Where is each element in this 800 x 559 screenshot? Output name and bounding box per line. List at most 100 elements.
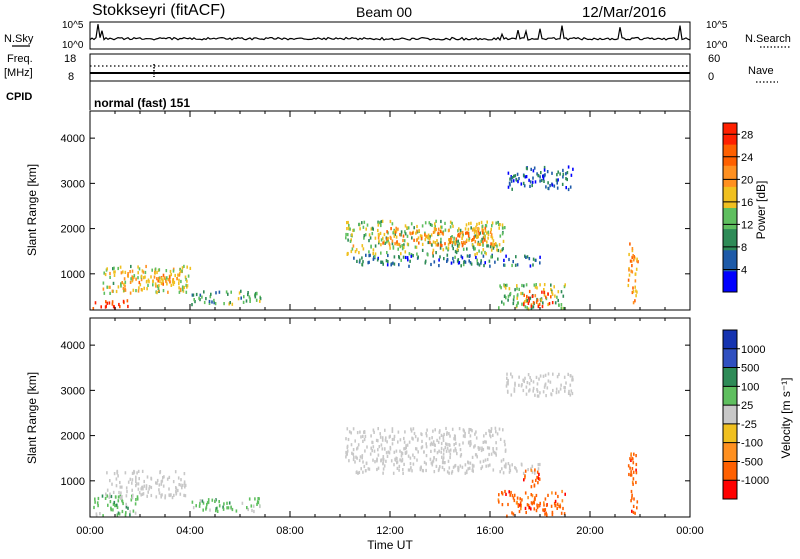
echo-cell bbox=[353, 455, 355, 459]
echo-cell bbox=[143, 484, 146, 488]
echo-cell bbox=[511, 511, 513, 515]
echo-cell bbox=[491, 244, 494, 248]
echo-cell bbox=[428, 221, 431, 225]
echo-cell bbox=[534, 393, 536, 397]
echo-cell bbox=[526, 294, 528, 299]
echo-cell bbox=[368, 233, 371, 237]
echo-cell bbox=[183, 480, 186, 484]
echo-cell bbox=[506, 514, 508, 518]
echo-cell bbox=[398, 263, 400, 267]
echo-cell bbox=[378, 233, 380, 237]
echo-cell bbox=[420, 446, 423, 450]
echo-cell bbox=[515, 467, 517, 471]
echo-cell bbox=[431, 442, 434, 446]
echo-cell bbox=[537, 481, 539, 485]
echo-cell bbox=[631, 249, 634, 253]
echo-cell bbox=[524, 376, 526, 380]
echo-cell bbox=[500, 459, 503, 463]
echo-cell bbox=[442, 435, 445, 440]
echo-region bbox=[523, 289, 554, 309]
echo-cell bbox=[562, 168, 564, 172]
echo-cell bbox=[203, 300, 206, 305]
echo-cell bbox=[371, 440, 373, 444]
colorbar-tick-label: 16 bbox=[741, 197, 753, 209]
echo-cell bbox=[137, 289, 140, 293]
echo-cell bbox=[142, 492, 145, 496]
nsky-panel: N.Sky 10^5 10^0 10^5 10^0 N.Search bbox=[4, 20, 791, 51]
echo-cell bbox=[441, 231, 444, 235]
echo-cell bbox=[202, 501, 205, 505]
colorbar-frame bbox=[722, 329, 738, 500]
echo-cell bbox=[119, 485, 122, 489]
echo-cell bbox=[442, 456, 445, 460]
echo-cell bbox=[528, 299, 530, 303]
echo-cell bbox=[501, 300, 503, 304]
echo-cell bbox=[126, 299, 129, 303]
echo-cell bbox=[114, 270, 116, 274]
echo-cell bbox=[538, 302, 541, 306]
echo-cell bbox=[474, 453, 477, 457]
echo-cell bbox=[145, 264, 147, 269]
echo-cell bbox=[101, 494, 104, 498]
echo-cell bbox=[164, 494, 167, 498]
echo-cell bbox=[505, 254, 507, 258]
echo-cell bbox=[150, 485, 153, 490]
echo-cell bbox=[347, 238, 349, 242]
echo-cell bbox=[430, 449, 432, 453]
echo-cell bbox=[345, 450, 347, 455]
echo-cell bbox=[537, 463, 540, 467]
echo-cell bbox=[467, 231, 469, 235]
echo-cell bbox=[156, 478, 159, 483]
echo-cell bbox=[370, 245, 372, 249]
echo-cell bbox=[133, 275, 135, 279]
echo-cell bbox=[566, 171, 569, 175]
echo-cell bbox=[387, 450, 390, 454]
echo-cell bbox=[452, 247, 454, 251]
echo-cell bbox=[430, 441, 433, 445]
echo-cell bbox=[398, 464, 401, 468]
echo-cell bbox=[358, 458, 361, 463]
echo-cell bbox=[497, 498, 500, 502]
echo-cell bbox=[463, 429, 465, 433]
echo-cell bbox=[490, 242, 492, 246]
echo-cell bbox=[381, 436, 384, 440]
echo-cell bbox=[432, 429, 434, 433]
echo-cell bbox=[442, 452, 445, 456]
echo-cell bbox=[416, 238, 418, 242]
echo-cell bbox=[358, 222, 361, 226]
echo-cell bbox=[152, 283, 154, 287]
echo-cell bbox=[531, 494, 534, 498]
echo-cell bbox=[189, 266, 192, 270]
echo-cell bbox=[504, 263, 506, 267]
echo-cell bbox=[434, 428, 436, 432]
echo-cell bbox=[525, 255, 527, 259]
echo-cell bbox=[209, 508, 211, 512]
echo-cell bbox=[432, 230, 435, 234]
colorbar-swatch bbox=[723, 330, 737, 350]
echo-cell bbox=[166, 477, 169, 481]
echo-cell bbox=[496, 244, 498, 248]
echo-cell bbox=[378, 445, 381, 449]
echo-cell bbox=[122, 501, 124, 506]
echo-cell bbox=[498, 427, 501, 431]
echo-cell bbox=[173, 280, 176, 284]
echo-cell bbox=[106, 301, 109, 305]
echo-cell bbox=[562, 306, 565, 311]
echo-cell bbox=[472, 469, 474, 473]
echo-cell bbox=[372, 252, 374, 256]
echo-cell bbox=[374, 252, 377, 256]
echo-cell bbox=[135, 475, 137, 479]
echo-cell bbox=[486, 231, 488, 235]
echo-cell bbox=[169, 275, 171, 279]
echo-cell bbox=[511, 494, 514, 498]
echo-cell bbox=[158, 276, 161, 280]
echo-cell bbox=[466, 238, 468, 242]
echo-cell bbox=[629, 473, 632, 477]
echo-cell bbox=[555, 178, 558, 182]
echo-region bbox=[627, 452, 639, 515]
echo-cell bbox=[231, 507, 234, 512]
echo-cell bbox=[504, 226, 506, 230]
echo-cell bbox=[362, 225, 365, 229]
echo-cell bbox=[121, 498, 123, 502]
echo-cell bbox=[435, 458, 438, 462]
